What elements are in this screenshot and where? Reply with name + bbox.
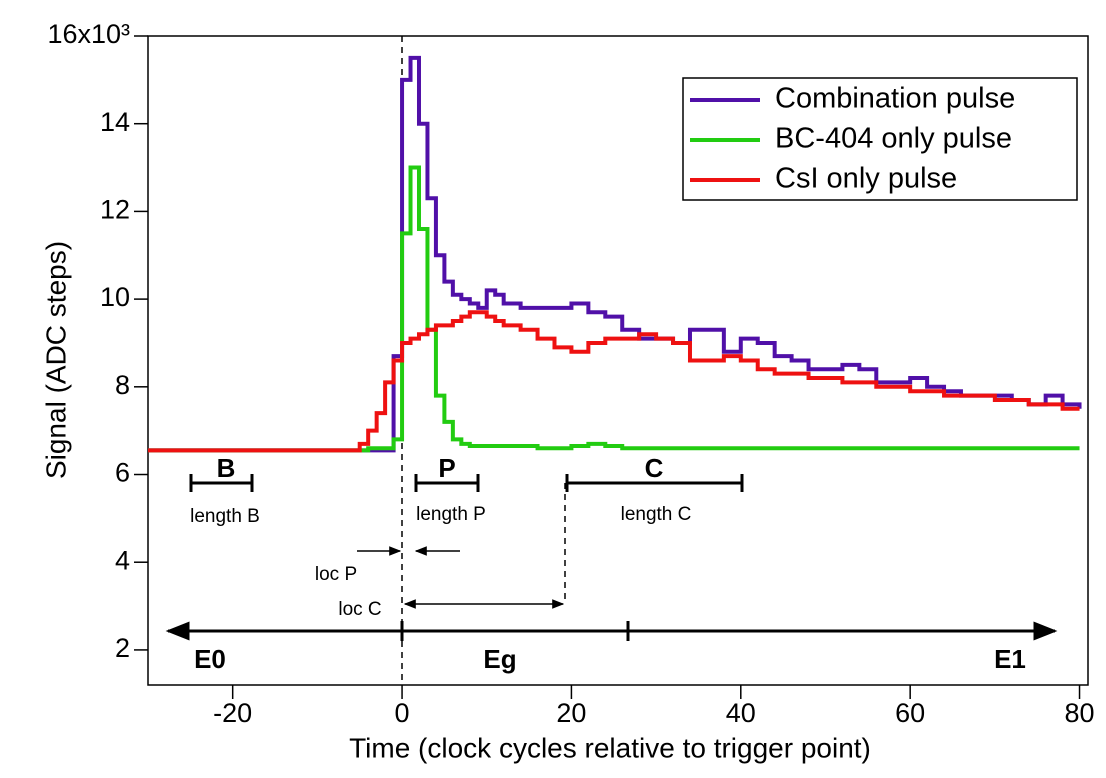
- x-tick-label: 40: [726, 698, 756, 728]
- y-tick-label: 12: [100, 195, 130, 225]
- y-tick-label: 8: [115, 370, 130, 400]
- annotation: loc P: [315, 564, 357, 585]
- legend: Combination pulse BC-404 only pulse CsI on…: [682, 77, 1078, 201]
- annotation: length C: [621, 504, 692, 525]
- annotation: Eg: [483, 644, 516, 674]
- annotations: [165, 474, 1058, 641]
- energy-tick: [400, 621, 630, 641]
- legend-label: CsI only pulse: [775, 163, 957, 195]
- y-tick-label: 4: [115, 545, 130, 575]
- series-line: [148, 165, 1080, 453]
- legend-label: BC-404 only pulse: [775, 123, 1012, 155]
- x-tick-label: 0: [395, 698, 410, 728]
- x-tick-label: 80: [1065, 698, 1095, 728]
- annotation: E1: [994, 644, 1026, 674]
- annotation: B: [217, 453, 236, 483]
- bracket: [414, 474, 480, 492]
- annotation: E0: [194, 644, 226, 674]
- y-tick-label: 14: [100, 107, 130, 137]
- annotation: P: [438, 453, 455, 483]
- annotation: length P: [416, 504, 486, 525]
- annotations-thin: [357, 483, 566, 609]
- annotation: loc C: [338, 599, 381, 620]
- legend-label: Combination pulse: [775, 83, 1015, 115]
- x-tick-label: 60: [895, 698, 925, 728]
- series-line: [148, 310, 1080, 453]
- x-tick-label: 20: [556, 698, 586, 728]
- y-tick-label: 10: [100, 282, 130, 312]
- bracket: [189, 474, 254, 492]
- x-axis-label: Time (clock cycles relative to trigger p…: [349, 732, 871, 763]
- x-tick-label: -20: [213, 698, 252, 728]
- y-axis-label: Signal (ADC steps): [40, 241, 71, 479]
- y-tick-label: 2: [115, 633, 130, 663]
- y-tick-label: 6: [115, 458, 130, 488]
- annotation: C: [645, 453, 664, 483]
- annotation: length B: [190, 506, 260, 527]
- y-tick-label: 16x10³: [47, 19, 130, 49]
- plot-frame: [147, 35, 1089, 686]
- bracket: [565, 474, 744, 492]
